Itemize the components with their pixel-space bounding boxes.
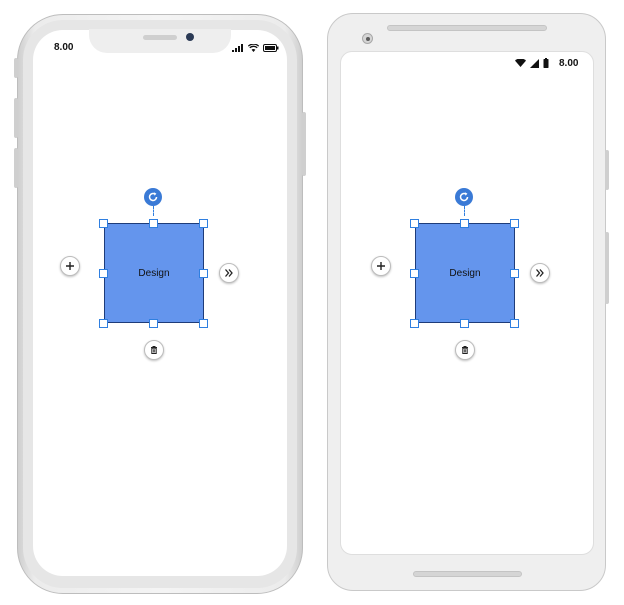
- wifi-icon: [515, 59, 526, 67]
- battery-icon: [263, 44, 279, 52]
- add-button[interactable]: [60, 256, 80, 276]
- rotate-connector-line: [464, 206, 465, 216]
- design-node-label: Design: [449, 267, 481, 279]
- more-options-button[interactable]: [219, 263, 239, 283]
- cellular-signal-icon: [232, 44, 243, 52]
- ios-earpiece: [143, 35, 177, 40]
- android-earpiece: [387, 25, 547, 31]
- resize-handle-left[interactable]: [410, 269, 419, 278]
- plus-icon: [377, 262, 385, 270]
- double-chevron-right-icon: [225, 269, 233, 277]
- resize-handle-top-left[interactable]: [99, 219, 108, 228]
- android-bottom-speaker: [413, 571, 522, 577]
- resize-handle-bottom-left[interactable]: [99, 319, 108, 328]
- design-node[interactable]: Design: [415, 223, 515, 323]
- rotate-connector-line: [153, 206, 154, 216]
- resize-handle-bottom[interactable]: [149, 319, 158, 328]
- ios-volume-up-button: [14, 98, 18, 138]
- resize-handle-top[interactable]: [149, 219, 158, 228]
- rotate-handle[interactable]: [455, 188, 473, 206]
- wifi-icon: [248, 44, 259, 52]
- android-power-button: [605, 150, 609, 190]
- ios-notch: [89, 29, 231, 53]
- resize-handle-top-right[interactable]: [510, 219, 519, 228]
- resize-handle-bottom-right[interactable]: [510, 319, 519, 328]
- android-volume-button: [605, 232, 609, 304]
- design-node-label: Design: [138, 267, 170, 279]
- more-options-button[interactable]: [530, 263, 550, 283]
- resize-handle-bottom-left[interactable]: [410, 319, 419, 328]
- design-node[interactable]: Design: [104, 223, 204, 323]
- trash-icon: [151, 346, 157, 355]
- plus-icon: [66, 262, 74, 270]
- resize-handle-left[interactable]: [99, 269, 108, 278]
- android-status-time: 8.00: [559, 58, 579, 69]
- battery-icon: [543, 58, 549, 68]
- resize-handle-right[interactable]: [510, 269, 519, 278]
- double-chevron-right-icon: [536, 269, 544, 277]
- add-button[interactable]: [371, 256, 391, 276]
- ios-front-camera: [186, 33, 194, 41]
- delete-button[interactable]: [455, 340, 475, 360]
- delete-button[interactable]: [144, 340, 164, 360]
- ios-silent-switch: [14, 58, 18, 78]
- resize-handle-top-right[interactable]: [199, 219, 208, 228]
- android-status-icons: [515, 58, 549, 68]
- ios-status-time: 8.00: [54, 42, 74, 53]
- resize-handle-top[interactable]: [460, 219, 469, 228]
- trash-icon: [462, 346, 468, 355]
- android-front-camera: [362, 33, 373, 44]
- rotate-handle[interactable]: [144, 188, 162, 206]
- cellular-signal-icon: [530, 58, 539, 68]
- ios-volume-down-button: [14, 148, 18, 188]
- ios-status-icons: [232, 42, 279, 52]
- rotate-icon: [148, 192, 158, 202]
- resize-handle-bottom-right[interactable]: [199, 319, 208, 328]
- rotate-icon: [459, 192, 469, 202]
- resize-handle-bottom[interactable]: [460, 319, 469, 328]
- resize-handle-right[interactable]: [199, 269, 208, 278]
- resize-handle-top-left[interactable]: [410, 219, 419, 228]
- ios-power-button: [302, 112, 306, 176]
